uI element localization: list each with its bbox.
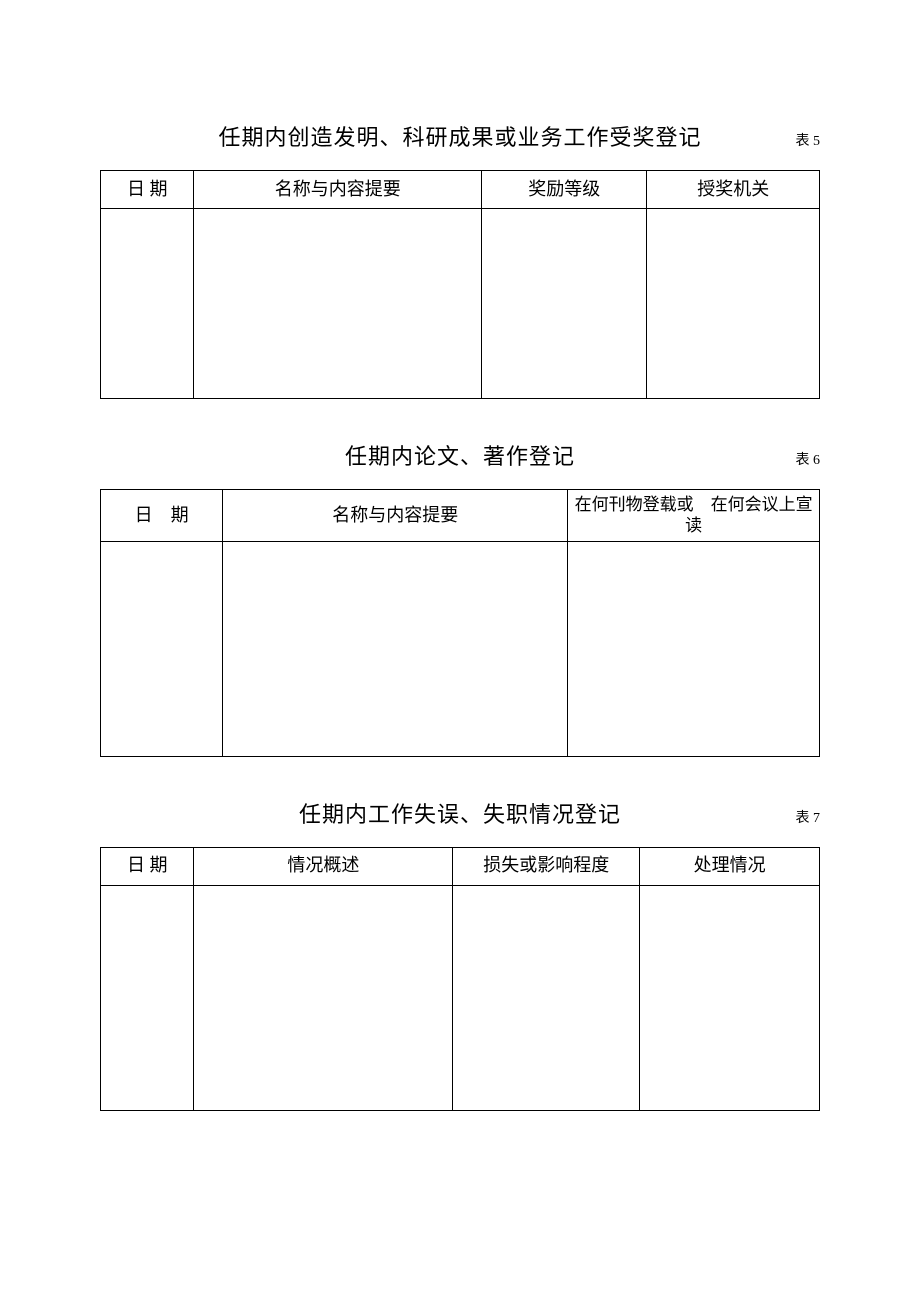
section-title: 任期内工作失误、失职情况登记 xyxy=(299,797,621,829)
table-header-cell: 名称与内容提要 xyxy=(194,171,482,209)
table-cell xyxy=(640,885,820,1110)
table-header-cell: 损失或影响程度 xyxy=(453,847,640,885)
form-section-3: 任期内工作失误、失职情况登记 表 7 日 期情况概述损失或影响程度处理情况 xyxy=(100,797,820,1111)
title-row: 任期内创造发明、科研成果或业务工作受奖登记 表 5 xyxy=(100,120,820,152)
title-row: 任期内论文、著作登记 表 6 xyxy=(100,439,820,471)
table-cell xyxy=(101,885,194,1110)
table-header-cell: 授奖机关 xyxy=(647,171,820,209)
table-cell xyxy=(194,885,453,1110)
table-header-cell: 日 期 xyxy=(101,171,194,209)
table-cell xyxy=(482,209,647,399)
table-header-cell: 日 期 xyxy=(101,490,223,542)
document-container: 任期内创造发明、科研成果或业务工作受奖登记表 5日 期名称与内容提要奖励等级授奖… xyxy=(100,120,820,1111)
form-section-1: 任期内创造发明、科研成果或业务工作受奖登记 表 5 日 期名称与内容提要奖励等级授奖… xyxy=(100,120,820,399)
table-cell xyxy=(647,209,820,399)
form-section-2: 任期内论文、著作登记 表 6 日 期名称与内容提要在何刊物登载或 在何会议上宣读 xyxy=(100,439,820,757)
section-title: 任期内论文、著作登记 xyxy=(345,439,575,471)
table-cell xyxy=(568,541,820,756)
table-row xyxy=(101,541,820,756)
table-cell xyxy=(223,541,568,756)
table-row xyxy=(101,885,820,1110)
table-header-row: 日 期情况概述损失或影响程度处理情况 xyxy=(101,847,820,885)
table-header-cell: 在何刊物登载或 在何会议上宣读 xyxy=(568,490,820,542)
table-number-label: 表 7 xyxy=(796,807,821,827)
table-cell xyxy=(194,209,482,399)
table-number-label: 表 6 xyxy=(796,449,821,469)
table-header-row: 日 期名称与内容提要奖励等级授奖机关 xyxy=(101,171,820,209)
table-header-cell: 情况概述 xyxy=(194,847,453,885)
table-header-cell: 日 期 xyxy=(101,847,194,885)
table-header-cell: 处理情况 xyxy=(640,847,820,885)
table-header-cell: 名称与内容提要 xyxy=(223,490,568,542)
data-table: 日 期名称与内容提要在何刊物登载或 在何会议上宣读 xyxy=(100,489,820,757)
table-header-row: 日 期名称与内容提要在何刊物登载或 在何会议上宣读 xyxy=(101,490,820,542)
table-cell xyxy=(101,209,194,399)
data-table: 日 期情况概述损失或影响程度处理情况 xyxy=(100,847,820,1111)
section-title: 任期内创造发明、科研成果或业务工作受奖登记 xyxy=(218,120,701,152)
data-table: 日 期名称与内容提要奖励等级授奖机关 xyxy=(100,170,820,399)
table-number-label: 表 5 xyxy=(796,130,821,150)
table-cell xyxy=(101,541,223,756)
table-row xyxy=(101,209,820,399)
table-cell xyxy=(453,885,640,1110)
title-row: 任期内工作失误、失职情况登记 表 7 xyxy=(100,797,820,829)
table-header-cell: 奖励等级 xyxy=(482,171,647,209)
